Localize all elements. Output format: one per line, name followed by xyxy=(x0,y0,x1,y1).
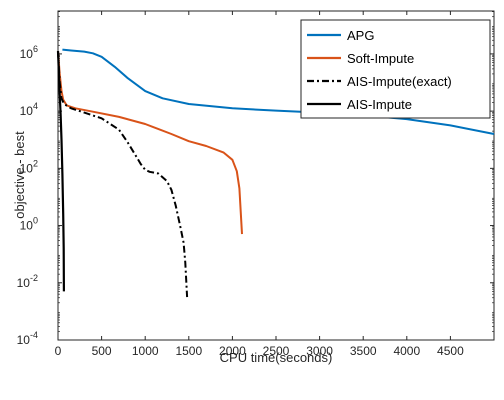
x-tick-label: 500 xyxy=(92,344,112,358)
y-tick-label: 10-4 xyxy=(17,330,38,347)
legend: APG Soft-Impute AIS-Impute(exact) AIS-Imput… xyxy=(300,19,491,119)
x-tick-label: 3500 xyxy=(350,344,377,358)
x-tick-label: 3000 xyxy=(306,344,333,358)
series-line-soft-impute xyxy=(57,51,243,235)
x-tick-label: 2500 xyxy=(263,344,290,358)
legend-box xyxy=(300,19,491,119)
x-axis: 0 500 1000 1500 2000 2500 3000 3500 4000 4500 xyxy=(55,11,464,358)
x-tick-label: 4500 xyxy=(437,344,464,358)
series-line-ais-impute xyxy=(56,51,65,292)
series-line-ais-impute-exact xyxy=(57,51,189,298)
x-tick-label: 1500 xyxy=(175,344,202,358)
legend-label: Soft-Impute xyxy=(347,51,414,66)
legend-label: AIS-Impute xyxy=(347,97,412,112)
x-tick-label: 2000 xyxy=(219,344,246,358)
y-axis-label: objective - best xyxy=(12,131,27,219)
y-tick-label: 100 xyxy=(20,216,38,233)
x-tick-label: 0 xyxy=(55,344,62,358)
x-tick-label: 4000 xyxy=(393,344,420,358)
y-tick-label: 10-2 xyxy=(17,273,38,290)
x-tick-label: 1000 xyxy=(132,344,159,358)
y-tick-label: 104 xyxy=(20,101,38,118)
x-axis-label: CPU time(seconds) xyxy=(220,350,333,365)
y-tick-label: 102 xyxy=(20,158,38,175)
legend-label: APG xyxy=(347,28,374,43)
legend-label: AIS-Impute(exact) xyxy=(347,74,452,89)
y-axis: 10-4 10-2 100 102 104 106 xyxy=(17,11,494,347)
y-tick-label: 106 xyxy=(20,44,38,61)
